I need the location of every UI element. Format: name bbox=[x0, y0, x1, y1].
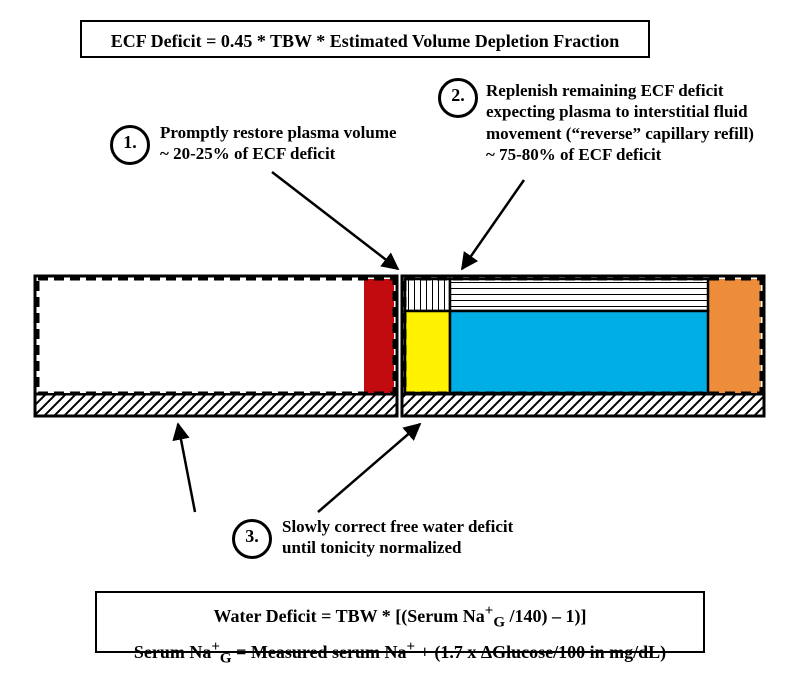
arrow-step-3-right bbox=[318, 424, 420, 512]
diagram-root: ECF Deficit = 0.45 * TBW * Estimated Vol… bbox=[0, 0, 800, 683]
right-hatch-band bbox=[402, 394, 764, 416]
arrow-step-2 bbox=[462, 180, 524, 269]
right-top-hstripe bbox=[450, 279, 708, 311]
right-blue-compartment bbox=[450, 311, 708, 393]
arrow-step-3-left bbox=[178, 424, 195, 512]
left-white-compartment bbox=[38, 279, 364, 393]
arrow-step-1 bbox=[272, 172, 398, 269]
left-hatch-band bbox=[35, 394, 397, 416]
left-red-compartment bbox=[364, 279, 394, 393]
right-yellow-compartment bbox=[405, 311, 450, 393]
right-orange-compartment bbox=[708, 279, 761, 393]
diagram-svg bbox=[0, 0, 800, 683]
right-top-vstripe bbox=[405, 279, 450, 311]
